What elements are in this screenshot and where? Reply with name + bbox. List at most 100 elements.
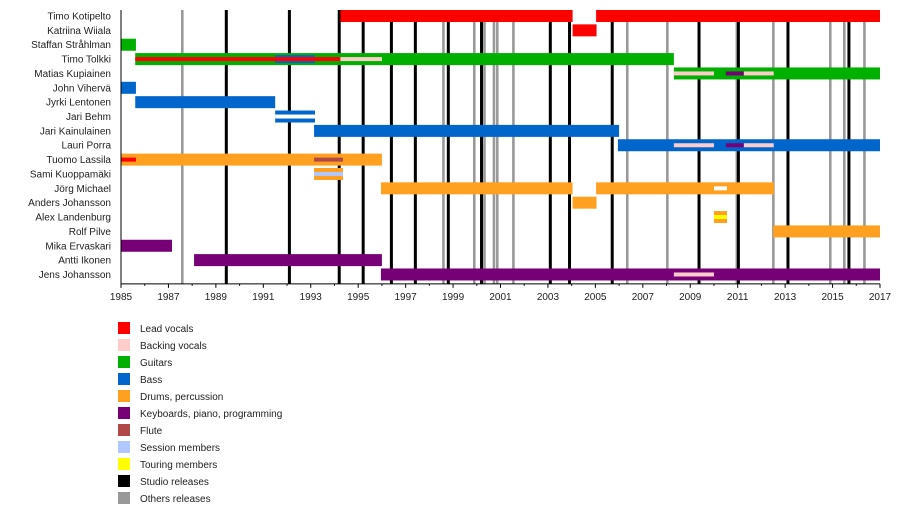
studio-release-line xyxy=(337,10,341,284)
x-tick-label: 2017 xyxy=(869,292,892,303)
legend-label-lead-vocals: Lead vocals xyxy=(140,324,193,335)
legend-swatch-studio xyxy=(118,475,130,487)
member-name: John Vihervä xyxy=(53,83,112,94)
legend: Lead vocals Backing vocals Guitars Bass Drum… xyxy=(118,322,282,505)
bar-lead-vocals xyxy=(135,57,341,62)
x-tick-label: 1993 xyxy=(300,292,323,303)
bar-keyboards xyxy=(725,71,744,76)
studio-release-line xyxy=(389,10,393,284)
other-release-line xyxy=(495,10,499,284)
member-name: Jari Behm xyxy=(66,112,111,123)
x-tick-label: 1987 xyxy=(157,292,180,303)
bar-backing-vocals xyxy=(743,71,774,76)
x-tick-label: 2015 xyxy=(821,292,844,303)
bar-gap xyxy=(713,186,728,191)
bar-guitars xyxy=(135,53,674,66)
x-tick-label: 1985 xyxy=(110,292,133,303)
bar-lead-vocals xyxy=(572,24,597,37)
member-name: Sami Kuoppamäki xyxy=(30,169,111,180)
bar-keyboards xyxy=(194,254,382,267)
legend-label-touring: Touring members xyxy=(140,460,217,471)
bar-bass xyxy=(121,81,136,94)
x-tick-label: 2013 xyxy=(774,292,797,303)
other-release-line xyxy=(492,10,496,284)
member-name: Staffan Stråhlman xyxy=(31,39,111,51)
member-name: Timo Kotipelto xyxy=(47,12,111,23)
legend-swatch-keyboards xyxy=(118,407,130,419)
bar-drums xyxy=(121,153,382,166)
legend-swatch-drums xyxy=(118,390,130,402)
legend-swatch-guitars xyxy=(118,356,130,368)
bar-guitars xyxy=(673,67,880,80)
bar-gap xyxy=(275,114,316,119)
member-name: Anders Johansson xyxy=(28,198,111,209)
bar-drums xyxy=(380,182,573,195)
bar-lead-vocals xyxy=(121,157,136,162)
bar-drums xyxy=(572,196,597,209)
member-name: Rolf Pilve xyxy=(69,227,112,238)
legend-swatch-others xyxy=(118,492,130,504)
member-name: Timo Tolkki xyxy=(62,55,111,66)
member-name: Alex Landenburg xyxy=(35,213,111,224)
member-name: Jyrki Lentonen xyxy=(46,98,111,109)
bar-flute xyxy=(314,157,344,162)
other-release-line xyxy=(483,10,486,284)
legend-label-flute: Flute xyxy=(140,426,163,437)
other-release-line xyxy=(180,10,184,284)
bar-guitars xyxy=(121,38,136,51)
member-name: Jari Kainulainen xyxy=(40,126,111,137)
bar-bass xyxy=(135,96,276,109)
x-tick-label: 2001 xyxy=(489,292,512,303)
bar-backing-vocals xyxy=(673,71,714,76)
bar-bass xyxy=(314,124,620,137)
member-name: Jens Johansson xyxy=(39,270,111,281)
legend-label-backing-vocals: Backing vocals xyxy=(140,341,207,352)
bar-lead-vocals xyxy=(596,10,880,22)
legend-label-studio: Studio releases xyxy=(140,477,209,488)
studio-release-line xyxy=(548,10,552,284)
legend-swatch-lead-vocals xyxy=(118,322,130,334)
member-name: Mika Ervaskari xyxy=(45,241,111,252)
legend-label-others: Others releases xyxy=(140,494,211,505)
bar-backing-vocals xyxy=(743,143,774,148)
bar-keyboards xyxy=(121,239,172,252)
member-name: Matias Kupiainen xyxy=(34,69,111,80)
bar-backing-vocals xyxy=(673,143,714,148)
bar-session xyxy=(314,171,344,176)
x-tick-label: 1997 xyxy=(395,292,418,303)
legend-label-bass: Bass xyxy=(140,375,162,386)
bar-keyboards xyxy=(380,268,880,281)
legend-label-drums: Drums, percussion xyxy=(140,392,223,403)
member-name: Jörg Michael xyxy=(54,184,111,195)
member-name: Antti Ikonen xyxy=(58,256,111,267)
studio-release-line xyxy=(224,10,228,284)
studio-release-line xyxy=(610,10,614,284)
legend-swatch-touring xyxy=(118,458,130,470)
x-tick-label: 2005 xyxy=(584,292,607,303)
bar-drums xyxy=(773,225,880,238)
legend-swatch-flute xyxy=(118,424,130,436)
x-tick-label: 2007 xyxy=(632,292,655,303)
legend-swatch-session xyxy=(118,441,130,453)
bar-touring xyxy=(713,215,728,220)
bar-lead-vocals xyxy=(340,10,573,22)
x-tick-label: 2003 xyxy=(537,292,560,303)
x-tick-label: 1989 xyxy=(205,292,228,303)
member-bars xyxy=(121,10,880,281)
studio-release-line xyxy=(361,10,365,284)
other-release-line xyxy=(512,10,515,284)
other-release-line xyxy=(442,10,445,284)
other-release-line xyxy=(472,10,476,284)
legend-label-guitars: Guitars xyxy=(140,358,172,369)
bar-drums xyxy=(596,182,774,195)
studio-release-line xyxy=(413,10,417,284)
legend-swatch-bass xyxy=(118,373,130,385)
studio-release-line xyxy=(287,10,291,284)
legend-label-keyboards: Keyboards, piano, programming xyxy=(140,409,282,420)
member-name: Katriina Wiiala xyxy=(47,26,111,37)
x-tick-label: 1995 xyxy=(347,292,370,303)
member-name: Lauri Porra xyxy=(62,141,112,152)
bar-backing-vocals xyxy=(340,57,382,62)
studio-release-line xyxy=(446,10,450,284)
legend-label-session: Session members xyxy=(140,443,220,454)
